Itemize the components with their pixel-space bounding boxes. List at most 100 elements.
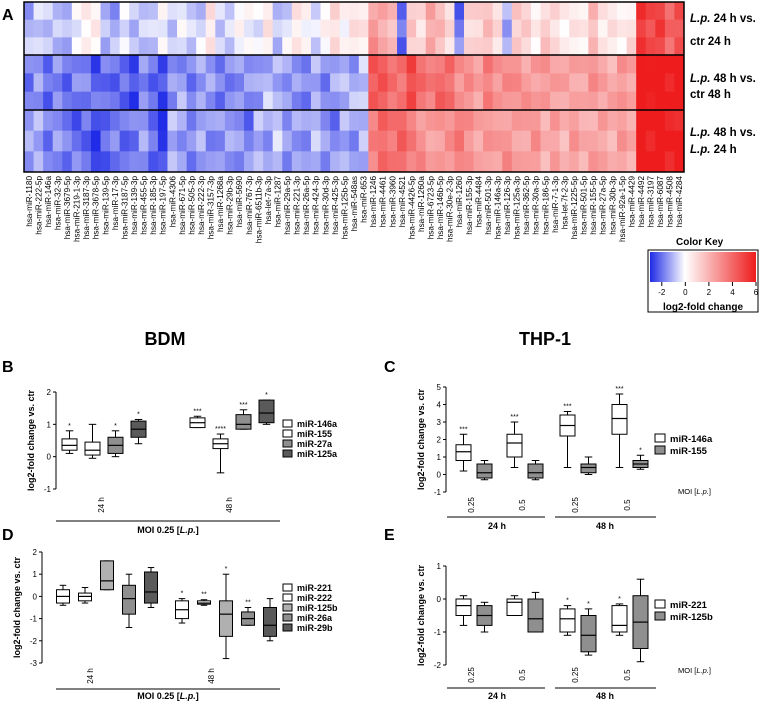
significance-label: * [639, 447, 642, 454]
x-axis-label: MOI 0.25 [L.p.] [137, 691, 199, 701]
heatmap-cell [177, 151, 188, 173]
y-axis-label: log2-fold change vs. ctr [12, 557, 22, 659]
heatmap-cell [645, 110, 656, 132]
heatmap-cell [167, 73, 178, 93]
heatmap-cell [43, 91, 54, 111]
heatmap-cell [597, 151, 608, 173]
heatmap-cell [129, 73, 140, 93]
mirna-label: hsa-miR-6511b-3p [254, 176, 263, 244]
heatmap-cell [52, 73, 63, 93]
heatmap-cell [129, 130, 140, 152]
heatmap-cell [253, 2, 264, 21]
heatmap-cell [138, 55, 149, 74]
heatmap-cell [205, 110, 216, 132]
heatmap-cell [90, 55, 101, 74]
heatmap-cell [71, 2, 82, 21]
heatmap-cell [215, 2, 226, 21]
heatmap-cell [569, 37, 580, 56]
heatmap-cell [24, 151, 34, 173]
heatmap-cell [636, 55, 647, 74]
heatmap-cell [129, 19, 140, 38]
mirna-label: hsa-miR-425-3p [331, 176, 340, 235]
heatmap-cell [511, 19, 522, 38]
mirna-label: hsa-miR-4429 [627, 176, 636, 228]
mirna-label: hsa-miR-29a-5p [283, 176, 292, 235]
heatmap-cell [607, 55, 618, 74]
heatmap-cell [406, 73, 417, 93]
box [84, 441, 101, 456]
y-tick-label: -2 [30, 637, 38, 646]
heatmap-cell [578, 130, 589, 152]
heatmap-cell [196, 130, 207, 152]
heatmap-cell [253, 55, 264, 74]
heatmap-cell [397, 37, 408, 56]
box [476, 463, 493, 479]
heatmap-cell [387, 37, 398, 56]
heatmap-cell [387, 19, 398, 38]
heatmap-cell [81, 37, 92, 56]
heatmap-cell [339, 2, 350, 21]
mirna-label: hsa-miR-1260a [417, 176, 426, 232]
row-label-3b: L.p. 24 h [690, 144, 737, 156]
heatmap-cell [530, 19, 541, 38]
heatmap-cell [664, 110, 675, 132]
heatmap-cell [559, 55, 570, 74]
heatmap-cell [511, 55, 522, 74]
significance-label: * [114, 423, 117, 430]
heatmap-cell [90, 110, 101, 132]
heatmap-cell [368, 130, 379, 152]
heatmap-cell [464, 91, 474, 111]
heatmap-cell [167, 37, 178, 56]
heatmap-cell [119, 151, 130, 173]
legend-label: miR-146a [297, 419, 338, 429]
heatmap-cell [301, 91, 312, 111]
heatmap-cell [636, 19, 647, 38]
heatmap-cell [397, 91, 408, 111]
heatmap-cell [119, 130, 130, 152]
color-key-gradient [650, 252, 756, 282]
heatmap-cell [330, 130, 341, 152]
heatmap-cell [425, 2, 436, 21]
heatmap-cell [425, 130, 436, 152]
heatmap-cell [349, 73, 360, 93]
heatmap-cell [138, 110, 149, 132]
heatmap-cell [645, 91, 656, 111]
heatmap-cell [33, 55, 44, 74]
heatmap-cell [626, 19, 637, 38]
heatmap-cell [559, 151, 570, 173]
heatmap-cell [349, 110, 360, 132]
y-axis-label: log2-fold change vs. ctr [26, 390, 36, 492]
heatmap-cell [282, 2, 293, 21]
row-label-3a-rest: 48 h vs. [710, 127, 755, 139]
heatmap-cell [24, 19, 34, 38]
heatmap-cell [244, 91, 254, 111]
mirna-label: hsa-miR-1260 [455, 176, 464, 228]
mirna-label: hsa-miR-3679-5p [63, 176, 72, 240]
mirna-label: hsa-miR-548as [350, 176, 359, 232]
heatmap-cell [473, 73, 484, 93]
heatmap-cell [483, 2, 494, 21]
y-tick-label: 3 [437, 418, 442, 427]
heatmap-cell [425, 19, 436, 38]
mirna-label: hsa-miR-653 [360, 176, 369, 223]
heatmap-cell [655, 151, 666, 173]
heatmap-cell [320, 110, 331, 132]
heatmap-cell [110, 73, 121, 93]
heatmap-cell [157, 55, 168, 74]
heatmap-cell [636, 37, 647, 56]
heatmap-cell [377, 73, 388, 93]
heatmap-cell [263, 19, 274, 38]
heatmap-cell [550, 37, 561, 56]
heatmap-cell [81, 73, 92, 93]
heatmap-cell [540, 130, 551, 152]
heatmap-cell [368, 91, 379, 111]
heatmap-cell [282, 130, 293, 152]
heatmap-cell [52, 19, 63, 38]
heatmap-cell [521, 91, 532, 111]
significance-label: *** [563, 404, 571, 411]
row-label-1a-rest: 24 h vs. [710, 13, 755, 25]
x-group-label: 0.25 [467, 667, 476, 683]
heatmap-cell [224, 2, 235, 21]
mirna-label: hsa-miR-4426-5p [407, 176, 416, 240]
mirna-label: hsa-miR-3197 [647, 176, 656, 228]
